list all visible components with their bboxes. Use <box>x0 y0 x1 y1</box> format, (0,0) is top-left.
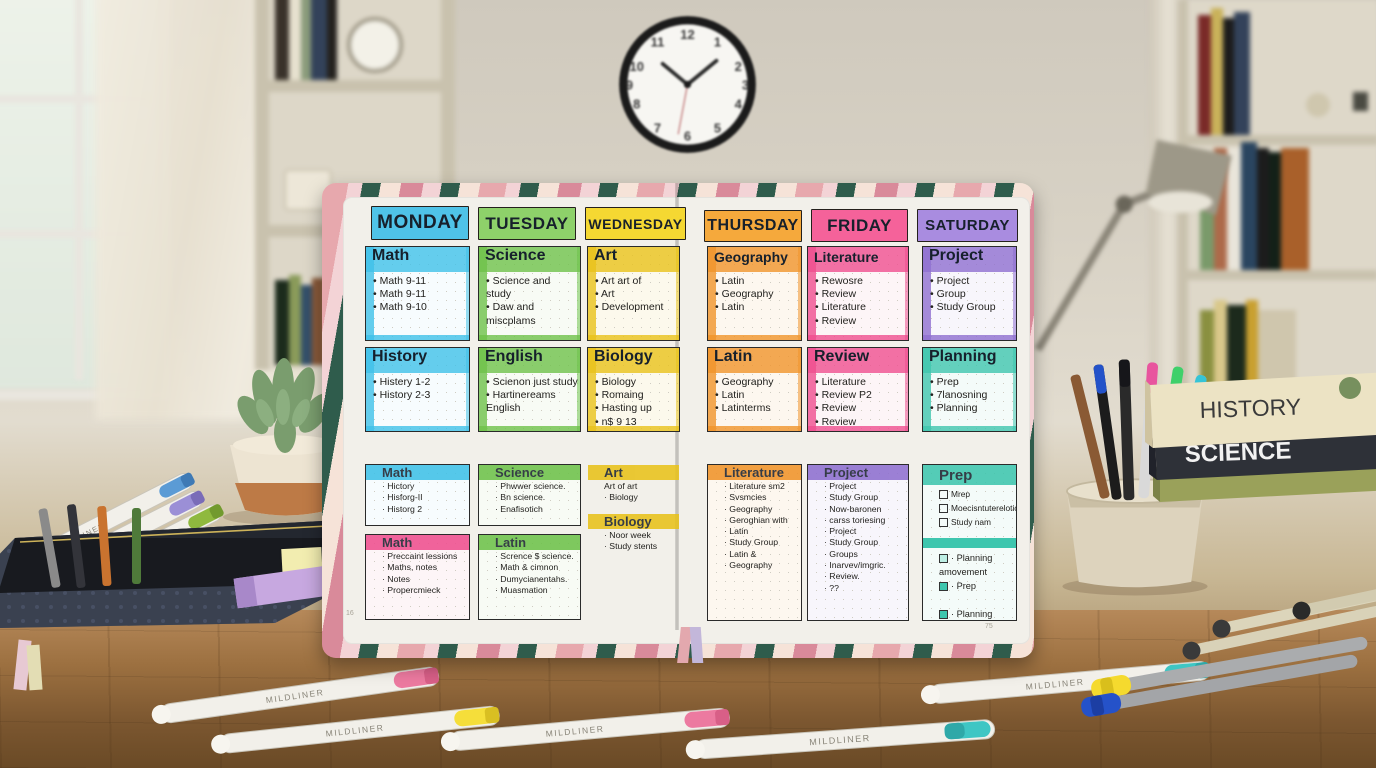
svg-text:1: 1 <box>714 35 721 50</box>
svg-text:11: 11 <box>651 35 665 50</box>
svg-text:3: 3 <box>742 78 749 93</box>
svg-text:4: 4 <box>735 96 743 111</box>
svg-text:9: 9 <box>626 78 633 93</box>
svg-text:10: 10 <box>630 59 644 74</box>
svg-text:HISTORY: HISTORY <box>1199 393 1301 423</box>
svg-text:5: 5 <box>714 121 721 136</box>
svg-text:2: 2 <box>735 59 742 74</box>
svg-text:8: 8 <box>633 96 640 111</box>
svg-text:7: 7 <box>654 121 661 136</box>
svg-text:6: 6 <box>684 128 691 143</box>
svg-text:12: 12 <box>680 27 694 42</box>
